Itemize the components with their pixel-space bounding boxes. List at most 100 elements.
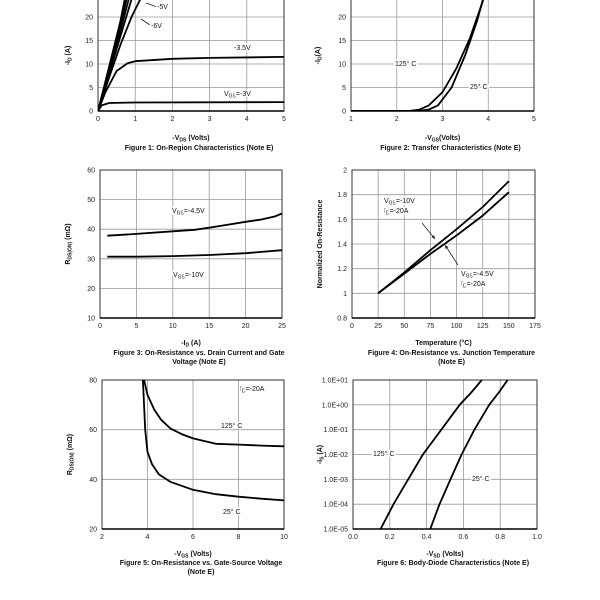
text-main: 25° C	[470, 83, 488, 91]
curve-label: VGS=-3V	[224, 91, 251, 100]
text-rest: (A)	[189, 340, 201, 347]
x-tick-label: 4	[245, 116, 249, 123]
y-tick-label: 10	[87, 316, 95, 323]
curve-label: VGS=-4.5V	[461, 271, 494, 280]
text-main: I	[240, 386, 242, 393]
x-tick-label: 0.2	[385, 534, 395, 541]
y-axis-label: RDS(ON) (mΩ)	[65, 223, 74, 264]
text-rest: (A)	[315, 47, 322, 57]
x-tick-label: 4	[486, 116, 490, 123]
text-rest: =-20A	[467, 281, 486, 288]
text-subscript: GS	[389, 201, 397, 207]
text-main: R	[65, 260, 72, 265]
text-main: -5V	[157, 4, 168, 11]
series-line-0	[379, 380, 483, 529]
text-subscript: GS	[229, 94, 237, 100]
plot-frame	[99, 169, 283, 319]
text-rest: (mΩ)	[67, 434, 74, 452]
y-axis-label: Normalized On-Resistance	[317, 200, 324, 289]
text-rest: =-20A	[246, 386, 265, 393]
text-main: Normalized On-Resistance	[317, 200, 324, 289]
text-subscript: GS	[178, 275, 186, 281]
figure-caption: Figure 2: Transfer Characteristics (Note…	[380, 145, 520, 152]
text-main: 125° C	[395, 60, 416, 68]
x-tick-label: 15	[205, 323, 213, 330]
text-main: -I	[315, 60, 322, 64]
text-rest: (Volts)	[186, 135, 209, 142]
x-tick-label: 5	[282, 116, 286, 123]
y-axis-label: -ID(A)	[315, 47, 324, 65]
x-tick-label: 0	[350, 323, 354, 330]
text-main: -I	[65, 61, 72, 65]
x-axis-label: -VDS (Volts)	[172, 135, 209, 144]
y-axis-label: RDS(ON) (mΩ)	[67, 434, 76, 475]
chart-figure-3: 0 5 10 15 20 25102030405060VGS=-4.5VVGS=-10V-…	[65, 168, 286, 367]
y-tick-label: 1.0E-02	[323, 452, 348, 459]
y-axis-label: -IS (A)	[317, 445, 326, 464]
series-line-1	[429, 380, 509, 529]
text-main: Temperature (°C)	[415, 339, 471, 347]
x-tick-label: 10	[280, 534, 288, 541]
text-subscript: S	[320, 456, 326, 460]
arrow-head-icon	[431, 235, 435, 239]
curve-label: VGS=-10V	[384, 198, 415, 207]
x-axis-label: -ID (A)	[181, 340, 201, 349]
x-tick-label: 75	[427, 323, 435, 330]
series-line-0	[143, 380, 284, 448]
text-rest: (Volts)	[439, 135, 460, 142]
x-tick-label: 25	[374, 323, 382, 330]
text-main: V	[224, 91, 229, 98]
x-tick-label: 3	[441, 116, 445, 123]
text-main: -V	[425, 135, 432, 142]
x-tick-label: 2	[395, 116, 399, 123]
curve-label: 125° C	[373, 450, 394, 458]
curve-label: 125° C	[221, 422, 242, 430]
x-tick-label: 10	[169, 323, 177, 330]
text-subscript: GS	[466, 274, 474, 280]
text-main: V	[461, 271, 466, 278]
y-tick-label: 15	[338, 38, 346, 45]
y-tick-label: 1.0E-04	[323, 502, 348, 509]
text-rest: =-3V	[236, 91, 251, 98]
text-main: I	[384, 208, 386, 215]
text-rest: (Volts)	[440, 551, 463, 558]
y-tick-label: 0	[89, 109, 93, 116]
chart-figure-5: 2 4 6 8 10 20 40 60 80 ID=-20A 125° C 25° C -VGS (Vo…	[67, 378, 288, 577]
series-line-0	[107, 212, 282, 237]
chart-figure-6: 0.0 0.2 0.4 0.6 0.8 1.0 1.0E-05 1.0E-04 1.0E-03 1…	[317, 378, 542, 568]
figure-caption: Figure 6: Body-Diode Characteristics (No…	[377, 560, 529, 567]
y-tick-label: 20	[87, 286, 95, 293]
text-main: -V	[172, 135, 179, 142]
x-tick-label: 2	[170, 116, 174, 123]
text-main: 25° C	[472, 475, 490, 483]
y-tick-label: 1.8	[337, 192, 347, 199]
text-main: -6V	[151, 23, 162, 30]
y-tick-label: 10	[338, 62, 346, 69]
x-tick-label: 3	[208, 116, 212, 123]
curve-label: 125° C	[395, 60, 416, 68]
x-tick-label: 0.8	[495, 534, 505, 541]
x-tick-label: 50	[400, 323, 408, 330]
y-tick-label: 1.0E-01	[323, 427, 348, 434]
x-tick-label: 0.4	[422, 534, 432, 541]
y-tick-label: 20	[89, 527, 97, 534]
y-tick-label: 1.6	[337, 217, 347, 224]
text-rest: (A)	[65, 46, 72, 58]
x-tick-label: 5	[532, 116, 536, 123]
text-main: R	[67, 470, 74, 475]
x-tick-label: 100	[451, 323, 463, 330]
x-tick-label: 20	[242, 323, 250, 330]
text-rest: =-4.5V	[184, 208, 205, 215]
curve-label: ID=-20A	[461, 281, 486, 290]
text-subscript: SD	[433, 554, 440, 560]
figure-caption: Figure 3: On-Resistance vs. Drain Curren…	[113, 350, 284, 357]
figure-caption: Figure 5: On-Resistance vs. Gate-Source …	[120, 560, 283, 567]
y-tick-label: 80	[89, 378, 97, 385]
y-tick-label: 1.4	[337, 242, 347, 249]
x-tick-label: 2	[100, 534, 104, 541]
text-main: -I	[317, 460, 324, 464]
text-rest: (Volts)	[189, 551, 212, 558]
label-leader-line	[140, 18, 151, 26]
y-tick-label: 1.0E-03	[323, 477, 348, 484]
